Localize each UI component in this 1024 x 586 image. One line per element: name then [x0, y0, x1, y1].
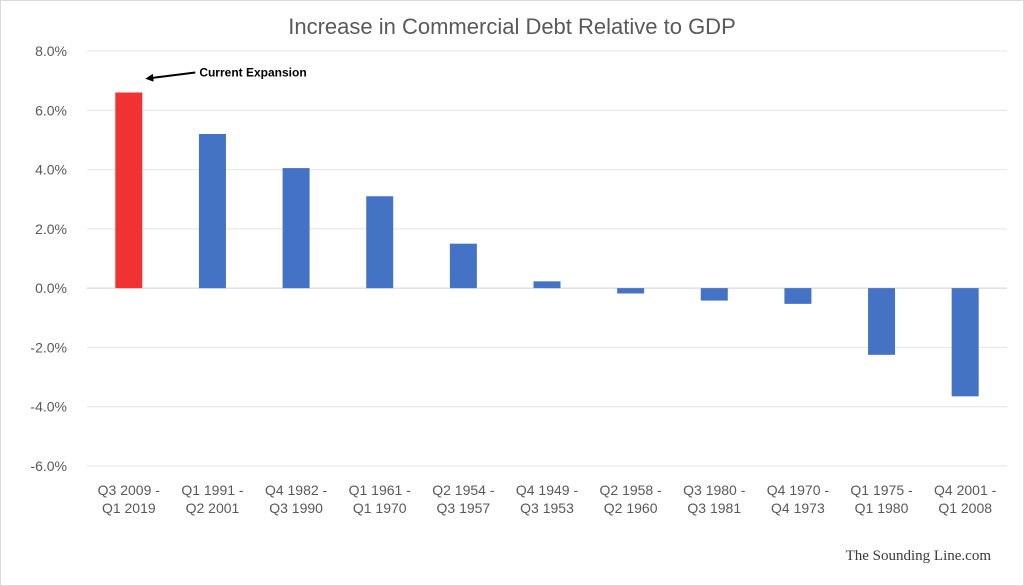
x-category-label-line: Q4 1973 — [771, 500, 825, 516]
x-category-label-line: Q3 2009 - — [98, 482, 161, 498]
x-category-label-line: Q3 1981 — [687, 500, 741, 516]
y-tick-label: 2.0% — [35, 221, 67, 237]
x-category-label: Q1 1961 - Q1 1970 — [349, 482, 412, 516]
chart-title: Increase in Commercial Debt Relative to … — [288, 14, 736, 39]
x-category-label: Q3 2009 - Q1 2019 — [98, 482, 161, 516]
bar — [951, 288, 979, 397]
x-category-label-line: Q1 2008 — [938, 500, 992, 516]
bar — [700, 288, 728, 301]
x-category-label-line: Q4 2001 - — [934, 482, 997, 498]
bar — [533, 281, 561, 289]
x-category-label: Q1 1991 - Q2 2001 — [181, 482, 244, 516]
bar — [868, 288, 896, 355]
x-category-label-line: Q1 2019 — [102, 500, 156, 516]
bar — [449, 243, 477, 289]
x-category-label-line: Q2 2001 — [186, 500, 240, 516]
bar — [282, 168, 310, 289]
x-category-label: Q4 1982 - Q3 1990 — [265, 482, 328, 516]
annotation-label: Current Expansion — [199, 66, 306, 80]
x-category-label: Q4 1970 - Q4 1973 — [767, 482, 830, 516]
x-category-label: Q1 1975 - Q1 1980 — [850, 482, 913, 516]
x-category-label-line: Q4 1982 - — [265, 482, 328, 498]
bar — [366, 196, 394, 289]
y-tick-label: -2.0% — [30, 339, 67, 355]
y-axis-tick-labels: -6.0% -4.0% -2.0% 0.0% 2.0% 4.0% 6.0% 8.0% — [30, 43, 67, 474]
bar — [617, 288, 645, 294]
gridlines — [87, 50, 1007, 467]
watermark: The Sounding Line.com — [845, 548, 991, 564]
y-tick-label: 6.0% — [35, 102, 67, 118]
x-category-label-line: Q1 1980 — [855, 500, 909, 516]
x-category-label-line: Q2 1960 — [604, 500, 658, 516]
y-tick-label: -6.0% — [30, 458, 67, 474]
x-category-label: Q2 1954 - Q3 1957 — [432, 482, 495, 516]
x-category-label-line: Q2 1958 - — [600, 482, 663, 498]
bar — [784, 288, 812, 304]
x-category-label-line: Q1 1961 - — [349, 482, 412, 498]
y-tick-label: 8.0% — [35, 43, 67, 59]
x-category-label-line: Q1 1991 - — [181, 482, 244, 498]
y-tick-label: 0.0% — [35, 280, 67, 296]
x-category-label-line: Q2 1954 - — [432, 482, 495, 498]
x-category-label-line: Q3 1957 — [437, 500, 491, 516]
x-category-label-line: Q3 1990 — [269, 500, 323, 516]
y-tick-label: -4.0% — [30, 399, 67, 415]
x-category-label-line: Q4 1949 - — [516, 482, 579, 498]
x-axis-category-labels: Q3 2009 - Q1 2019 Q1 1991 - Q2 2001 Q4 1982 … — [98, 482, 997, 516]
x-category-label-line: Q4 1970 - — [767, 482, 830, 498]
x-category-label: Q4 1949 - Q3 1953 — [516, 482, 579, 516]
x-category-label: Q2 1958 - Q2 1960 — [600, 482, 663, 516]
x-category-label-line: Q1 1975 - — [850, 482, 913, 498]
bar — [115, 92, 143, 289]
x-category-label-line: Q3 1953 — [520, 500, 574, 516]
annotation-arrow — [145, 71, 196, 82]
x-category-label: Q3 1980 - Q3 1981 — [683, 482, 746, 516]
x-category-label: Q4 2001 - Q1 2008 — [934, 482, 997, 516]
y-tick-label: 4.0% — [35, 162, 67, 178]
x-category-label-line: Q3 1980 - — [683, 482, 746, 498]
annotations: Current Expansion — [145, 66, 307, 82]
bars — [115, 92, 979, 397]
bar — [198, 134, 226, 289]
x-category-label-line: Q1 1970 — [353, 500, 407, 516]
